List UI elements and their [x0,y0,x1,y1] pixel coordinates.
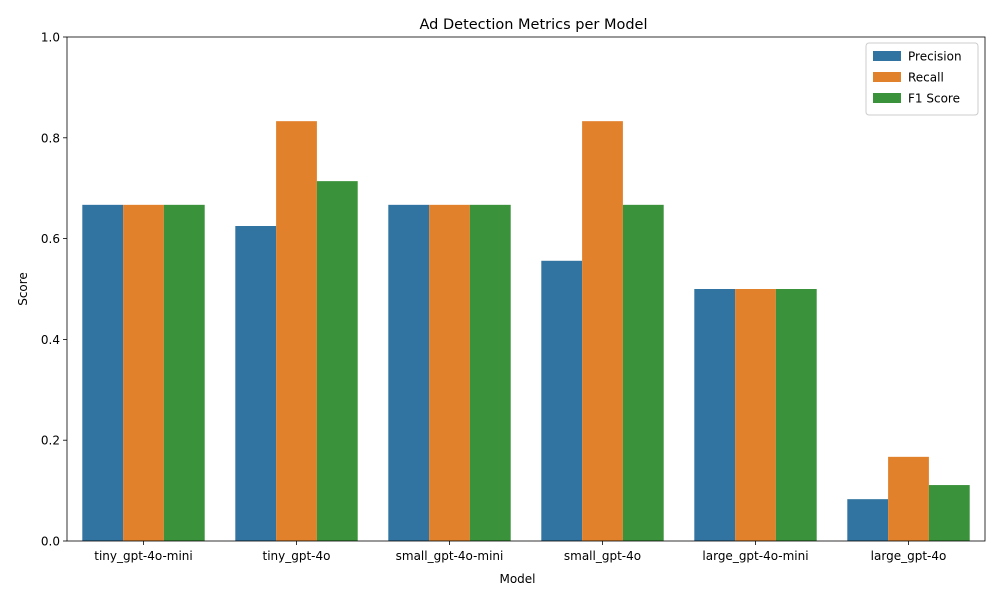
plot-area-frame [66,36,986,542]
bar-recall-small_gpt-4o-mini [429,204,470,541]
x-axis-ticks: tiny_gpt-4o-mini tiny_gpt-4o small_gpt-4o-… [94,541,946,563]
chart-title: Ad Detection Metrics per Model [420,17,648,33]
x-tick-label: tiny_gpt-4o-mini [94,549,193,563]
legend-label-f1-score: F1 Score [908,92,960,106]
bar-precision-tiny_gpt-4o-mini [82,204,124,541]
legend-swatch-f1-score [873,93,901,103]
y-tick-label: 0.8 [41,131,60,145]
bar-recall-small_gpt-4o [582,121,623,542]
bar-precision-small_gpt-4o [541,260,583,541]
bar-f1-score-tiny_gpt-4o [316,181,358,541]
bar-f1-score-large_gpt-4o-mini [775,289,817,541]
legend: Precision Recall F1 Score [865,42,979,116]
bar-recall-tiny_gpt-4o-mini [123,204,164,541]
y-axis-label: Score [16,272,30,306]
bar-f1-score-small_gpt-4o [622,204,664,541]
bar-precision-tiny_gpt-4o [235,226,277,541]
x-axis-label: Model [499,572,535,586]
x-tick-label: small_gpt-4o [564,549,641,563]
y-axis-ticks: 0.0 0.2 0.4 0.6 0.8 1.0 [41,31,67,549]
bar-recall-large_gpt-4o-mini [735,289,776,541]
y-tick-label: 0.2 [41,434,60,448]
bar-precision-small_gpt-4o-mini [388,204,430,541]
bar-precision-large_gpt-4o [847,499,889,541]
y-tick-label: 1.0 [41,31,60,45]
x-tick-label: large_gpt-4o [871,549,947,563]
legend-label-recall: Recall [908,71,944,85]
bar-f1-score-large_gpt-4o [928,485,970,541]
x-tick-label: large_gpt-4o-mini [702,549,808,563]
legend-swatch-precision [873,51,901,61]
legend-swatch-recall [873,72,901,82]
bars-group [82,121,970,542]
bar-recall-large_gpt-4o [888,456,929,541]
y-tick-label: 0.0 [41,535,60,549]
y-tick-label: 0.4 [41,333,60,347]
y-tick-label: 0.6 [41,232,60,246]
bar-f1-score-tiny_gpt-4o-mini [163,204,205,541]
bar-f1-score-small_gpt-4o-mini [469,204,511,541]
bar-precision-large_gpt-4o-mini [694,289,736,541]
x-tick-label: tiny_gpt-4o [263,549,331,563]
bar-recall-tiny_gpt-4o [276,121,317,542]
legend-label-precision: Precision [908,50,962,64]
x-tick-label: small_gpt-4o-mini [396,549,504,563]
